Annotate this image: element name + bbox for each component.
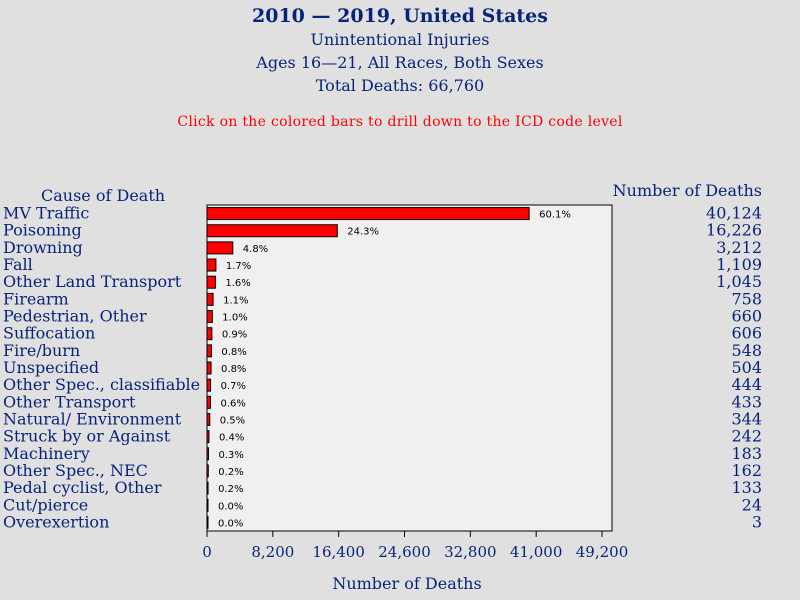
percent-label: 1.0%: [222, 313, 247, 324]
percent-label: 4.8%: [243, 244, 268, 255]
bar-11[interactable]: [206, 395, 211, 409]
value-label: 344: [731, 409, 762, 428]
chart-title: 2010 — 2019, United States: [252, 5, 548, 27]
value-label: 548: [731, 341, 762, 360]
value-column-header: Number of Deaths: [612, 181, 762, 200]
percent-label: 0.8%: [221, 364, 246, 375]
bar-13[interactable]: [206, 430, 210, 444]
title-block: 2010 — 2019, United States Unintentional…: [0, 4, 800, 97]
category-label: Unspecified: [3, 358, 99, 377]
x-tick-label: 8,200: [251, 543, 294, 561]
x-tick-label: 0: [202, 543, 212, 561]
value-label: 1,109: [716, 255, 762, 274]
category-label: Other Transport: [3, 392, 136, 411]
category-label: Cut/pierce: [3, 495, 88, 514]
percent-label: 24.3%: [347, 227, 379, 238]
category-label: Overexertion: [3, 512, 109, 531]
percent-label: 0.3%: [218, 450, 243, 461]
value-label: 444: [731, 375, 762, 394]
bar-3[interactable]: [206, 258, 217, 272]
value-label: 606: [731, 324, 762, 343]
plot-area: [206, 204, 613, 532]
category-label: Other Spec., classifiable: [3, 375, 200, 394]
chart-subtitle-total: Total Deaths: 66,760: [315, 76, 485, 95]
percent-label: 0.9%: [222, 330, 247, 341]
value-label: 162: [731, 461, 762, 480]
bar-18[interactable]: [206, 515, 209, 529]
bar-8[interactable]: [206, 344, 212, 358]
value-label: 16,226: [706, 221, 762, 240]
bar-2[interactable]: [206, 241, 234, 255]
category-label: Struck by or Against: [3, 427, 171, 446]
value-label: 504: [731, 358, 762, 377]
x-tick-label: 16,400: [312, 543, 365, 561]
bar-7[interactable]: [206, 327, 213, 341]
bar-12[interactable]: [206, 412, 211, 426]
percent-label: 0.2%: [218, 467, 243, 478]
category-label: Other Land Transport: [3, 272, 182, 291]
category-label: Other Spec., NEC: [3, 461, 148, 480]
bar-16[interactable]: [206, 481, 209, 495]
category-label: Suffocation: [3, 324, 95, 343]
category-label: Pedal cyclist, Other: [3, 478, 162, 497]
category-label: Fall: [3, 255, 33, 274]
percent-label: 1.7%: [226, 261, 251, 272]
category-label: Drowning: [3, 238, 83, 257]
category-column-header: Cause of Death: [41, 186, 166, 205]
value-label: 183: [731, 444, 762, 463]
value-label: 433: [731, 392, 762, 411]
drill-down-instruction: Click on the colored bars to drill down …: [177, 114, 623, 130]
chart-subtitle-demographics: Ages 16—21, All Races, Both Sexes: [256, 53, 544, 72]
value-label: 3,212: [716, 238, 762, 257]
percent-label: 60.1%: [539, 210, 571, 221]
value-label: 24: [742, 495, 762, 514]
value-label: 3: [752, 512, 762, 531]
bar-14[interactable]: [206, 447, 209, 461]
bar-6[interactable]: [206, 310, 213, 324]
percent-label: 0.6%: [220, 398, 245, 409]
percent-label: 0.2%: [218, 484, 243, 495]
percent-label: 0.4%: [219, 433, 244, 444]
bar-0[interactable]: [206, 207, 530, 221]
percent-label: 1.6%: [225, 278, 250, 289]
x-axis-title: Number of Deaths: [332, 574, 482, 593]
value-label: 1,045: [716, 272, 762, 291]
value-label: 40,124: [706, 204, 762, 223]
category-label: Fire/burn: [3, 341, 80, 360]
bar-1[interactable]: [206, 224, 338, 238]
value-label: 758: [731, 289, 762, 308]
category-label: MV Traffic: [3, 204, 89, 223]
bar-5[interactable]: [206, 292, 214, 306]
bar-9[interactable]: [206, 361, 212, 375]
x-tick-label: 24,600: [378, 543, 431, 561]
x-tick-label: 49,200: [576, 543, 629, 561]
x-tick-label: 32,800: [444, 543, 497, 561]
percent-label: 0.0%: [218, 501, 243, 512]
chart-subtitle-cause: Unintentional Injuries: [310, 30, 490, 49]
x-tick-label: 41,000: [510, 543, 563, 561]
category-label: Machinery: [3, 444, 90, 463]
bar-10[interactable]: [206, 378, 212, 392]
category-label: Pedestrian, Other: [3, 307, 147, 326]
bar-17[interactable]: [206, 498, 209, 512]
percent-label: 0.8%: [221, 347, 246, 358]
percent-label: 0.5%: [220, 415, 245, 426]
category-label: Poisoning: [3, 221, 82, 240]
value-label: 242: [731, 427, 762, 446]
value-label: 660: [731, 307, 762, 326]
bar-4[interactable]: [206, 275, 216, 289]
bar-15[interactable]: [206, 464, 209, 478]
category-label: Natural/ Environment: [3, 409, 182, 428]
percent-label: 0.0%: [218, 518, 243, 529]
percent-label: 1.1%: [223, 295, 248, 306]
value-label: 133: [731, 478, 762, 497]
category-label: Firearm: [3, 289, 69, 308]
percent-label: 0.7%: [221, 381, 246, 392]
